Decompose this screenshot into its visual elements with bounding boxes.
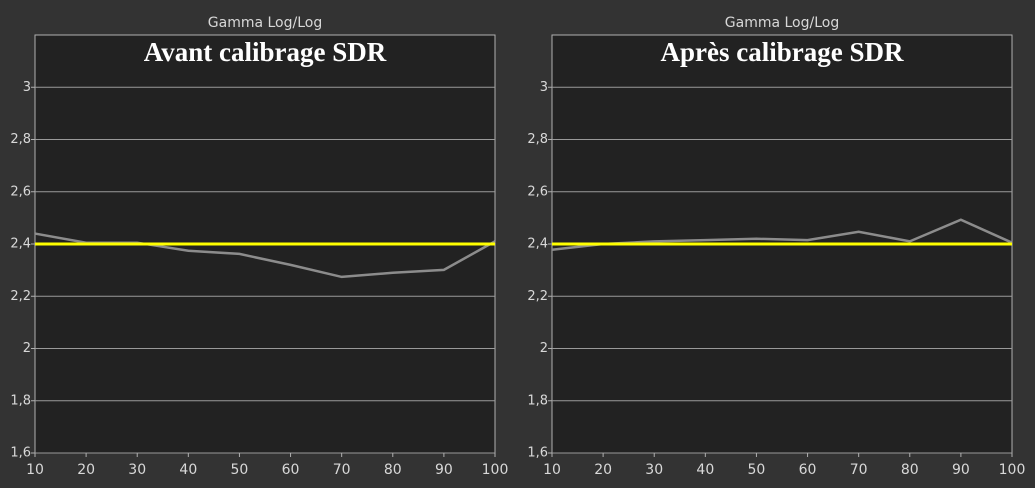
x-tick-label: 50 (748, 462, 766, 478)
x-tick-label: 100 (482, 462, 509, 478)
y-tick-label: 1,6 (10, 446, 31, 461)
chart-title: Gamma Log/Log (208, 15, 322, 31)
x-tick-label: 90 (952, 462, 970, 478)
y-tick-label: 3 (540, 80, 548, 95)
y-tick-label: 3 (23, 80, 31, 95)
x-tick-label: 60 (282, 462, 300, 478)
x-tick-label: 20 (77, 462, 95, 478)
x-tick-label: 40 (179, 462, 197, 478)
x-tick-label: 90 (435, 462, 453, 478)
chart-subtitle: Avant calibrage SDR (144, 37, 387, 67)
y-tick-label: 2,2 (527, 289, 548, 304)
y-tick-label: 2,8 (527, 132, 548, 147)
y-tick-label: 1,8 (527, 393, 548, 408)
x-tick-label: 40 (696, 462, 714, 478)
x-tick-label: 10 (543, 462, 561, 478)
y-tick-label: 2,6 (527, 184, 548, 199)
y-tick-label: 2 (23, 341, 31, 356)
x-tick-label: 100 (999, 462, 1026, 478)
x-tick-label: 30 (645, 462, 663, 478)
x-tick-label: 60 (799, 462, 817, 478)
x-tick-label: 30 (128, 462, 146, 478)
y-tick-label: 2,4 (527, 237, 548, 252)
y-tick-label: 2 (540, 341, 548, 356)
x-tick-label: 10 (26, 462, 44, 478)
y-tick-label: 2,2 (10, 289, 31, 304)
x-tick-label: 70 (333, 462, 351, 478)
x-tick-label: 70 (850, 462, 868, 478)
chart-title: Gamma Log/Log (725, 15, 839, 31)
y-tick-label: 1,6 (527, 446, 548, 461)
y-tick-label: 2,6 (10, 184, 31, 199)
x-tick-label: 80 (384, 462, 402, 478)
y-tick-label: 2,4 (10, 237, 31, 252)
y-tick-label: 2,8 (10, 132, 31, 147)
x-tick-label: 80 (901, 462, 919, 478)
y-tick-label: 1,8 (10, 393, 31, 408)
chart-subtitle: Après calibrage SDR (661, 37, 904, 67)
x-tick-label: 50 (231, 462, 249, 478)
x-tick-label: 20 (594, 462, 612, 478)
